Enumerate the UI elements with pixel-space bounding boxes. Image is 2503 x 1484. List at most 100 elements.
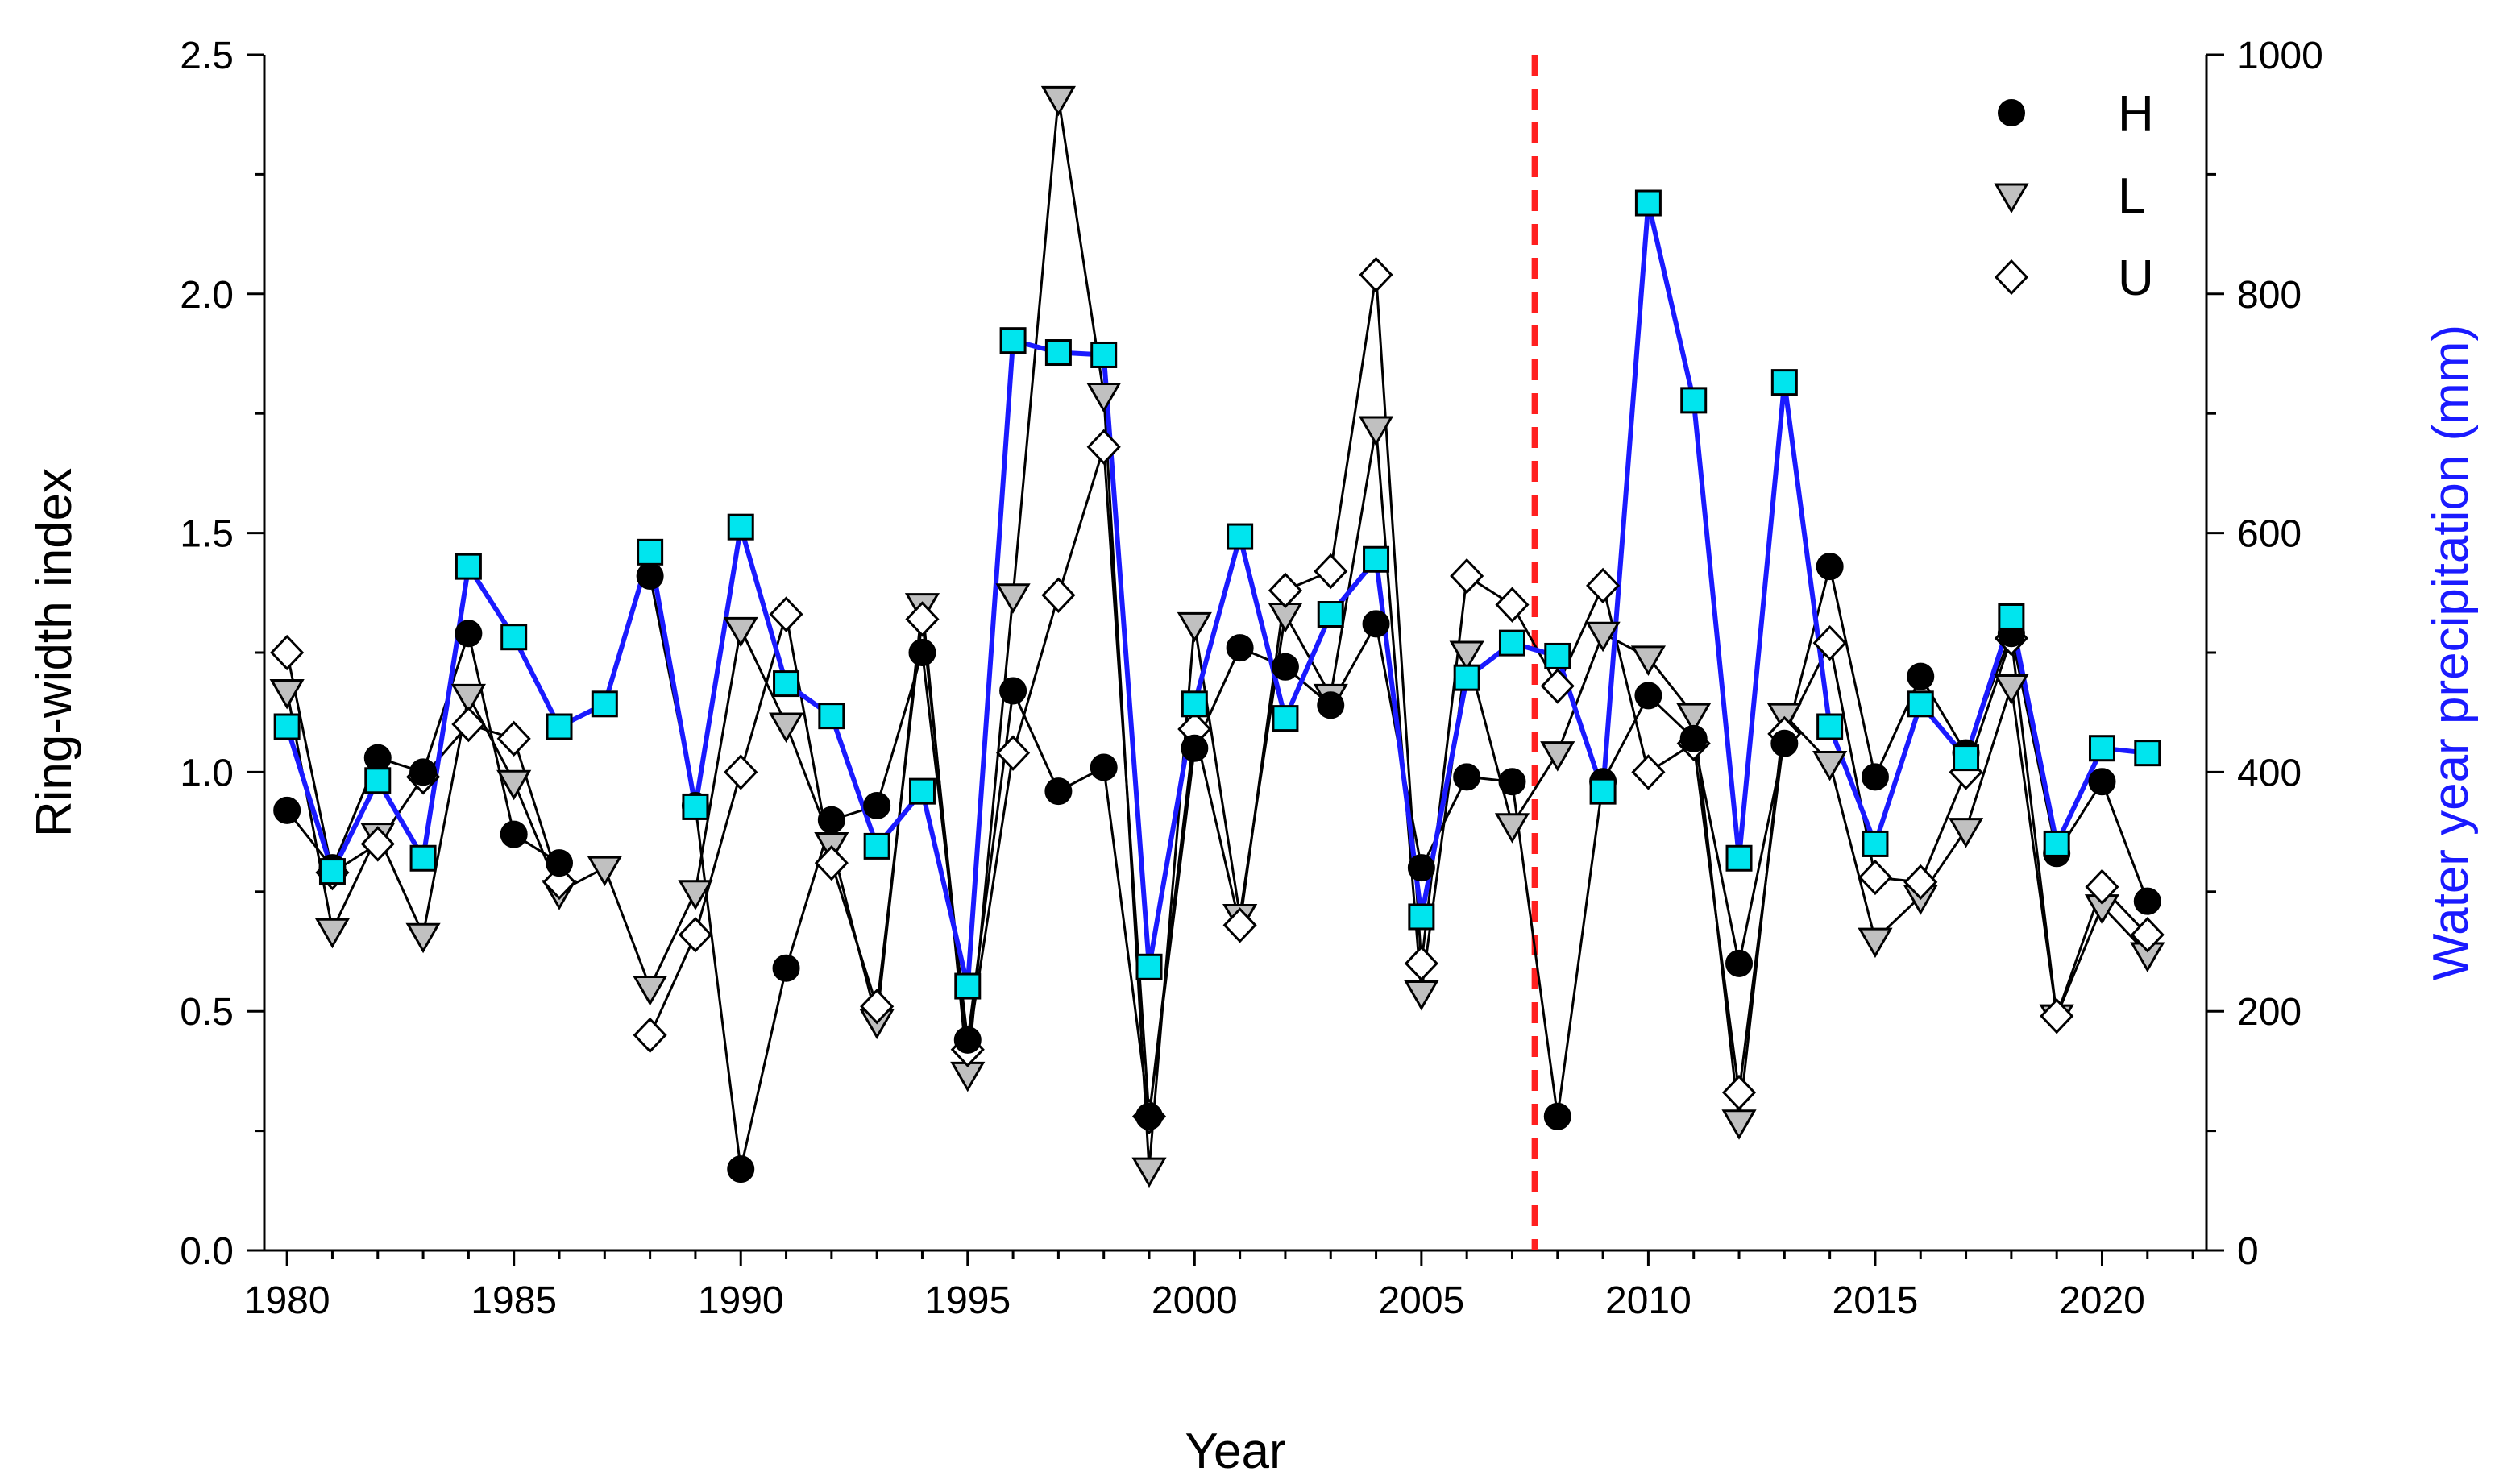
- point-precipitation: [591, 690, 618, 718]
- point-l: [1585, 621, 1621, 653]
- legend-label-h: H: [2118, 86, 2154, 142]
- point-precipitation: [364, 767, 392, 794]
- point-precipitation: [455, 553, 482, 580]
- point-u: [1450, 558, 1484, 595]
- point-h: [1907, 662, 1935, 690]
- point-precipitation: [1272, 705, 1299, 732]
- point-h: [1453, 763, 1481, 791]
- point-u: [1540, 668, 1575, 704]
- point-precipitation: [1317, 601, 1344, 628]
- point-h: [546, 849, 574, 877]
- point-precipitation: [773, 670, 800, 698]
- point-l: [1131, 1157, 1167, 1188]
- point-h: [2133, 887, 2161, 915]
- point-h: [363, 744, 392, 772]
- point-h: [1362, 610, 1390, 638]
- y-right-tick-label: 200: [2237, 991, 2302, 1034]
- point-u: [2085, 868, 2119, 906]
- point-precipitation: [500, 624, 528, 651]
- x-tick-label: 2015: [1833, 1279, 1919, 1322]
- y-left-tick-label: 0.0: [180, 1230, 234, 1273]
- point-precipitation: [1680, 387, 1708, 414]
- point-precipitation: [954, 972, 982, 1000]
- point-precipitation: [1408, 903, 1435, 931]
- point-l: [1040, 85, 1076, 117]
- point-u: [1086, 429, 1121, 465]
- point-l: [1630, 645, 1667, 676]
- point-precipitation: [1953, 744, 1980, 772]
- point-h: [1634, 682, 1662, 710]
- legend-marker-u: [1994, 259, 2029, 296]
- legend-label-u: U: [2118, 251, 2154, 306]
- point-l: [1177, 611, 1212, 643]
- legend: HLU: [1994, 86, 2154, 306]
- y-axis-right-title: Water year precipitation (mm): [2423, 325, 2479, 980]
- point-u: [1903, 864, 1938, 901]
- series-line-u: [649, 273, 2148, 1118]
- point-u: [1495, 587, 1530, 623]
- point-l: [587, 856, 622, 887]
- point-l: [1948, 818, 1984, 848]
- series-lines: [284, 96, 2149, 1171]
- point-precipitation: [2043, 830, 2070, 857]
- point-u: [814, 845, 849, 881]
- point-precipitation: [1770, 369, 1798, 396]
- point-l: [1494, 813, 1530, 844]
- point-u: [905, 601, 940, 637]
- point-l: [678, 880, 713, 910]
- legend-marker-l: [1994, 183, 2029, 214]
- point-l: [314, 918, 351, 949]
- point-u: [1268, 572, 1303, 609]
- x-tick-label: 1995: [924, 1279, 1011, 1322]
- point-l: [1540, 741, 1575, 772]
- point-h: [1181, 734, 1209, 762]
- y-axis-left-title: Ring-width index: [27, 468, 82, 837]
- point-l: [1858, 927, 1893, 959]
- point-precipitation: [1498, 629, 1525, 657]
- point-precipitation: [1135, 953, 1163, 980]
- point-h: [1725, 949, 1754, 977]
- point-precipitation: [409, 844, 437, 872]
- point-h: [273, 796, 301, 824]
- point-precipitation: [999, 327, 1027, 354]
- point-u: [860, 989, 895, 1025]
- point-l: [496, 769, 532, 801]
- point-u: [769, 596, 803, 632]
- point-l: [269, 678, 305, 710]
- point-precipitation: [1227, 523, 1254, 550]
- point-u: [1812, 624, 1847, 661]
- point-u: [996, 735, 1031, 771]
- point-h: [908, 639, 936, 666]
- point-h: [863, 791, 891, 819]
- x-tick-label: 2005: [1378, 1279, 1464, 1322]
- legend-marker-h: [1998, 99, 2025, 126]
- point-precipitation: [1725, 844, 1753, 872]
- point-precipitation: [727, 513, 754, 541]
- point-precipitation: [1090, 341, 1118, 368]
- y-left-tick-label: 1.5: [180, 513, 234, 556]
- point-precipitation: [818, 703, 845, 730]
- point-l: [1994, 674, 2029, 705]
- point-u: [1858, 859, 1893, 896]
- point-h: [2088, 768, 2116, 796]
- point-h: [1090, 753, 1118, 781]
- point-u: [1586, 567, 1621, 604]
- point-precipitation: [546, 713, 573, 740]
- point-l: [995, 583, 1031, 614]
- point-u: [1222, 907, 1257, 943]
- point-precipitation: [1816, 713, 1844, 740]
- point-h: [1407, 854, 1435, 882]
- point-h: [1498, 768, 1526, 796]
- y-left-tick-label: 1.0: [180, 752, 234, 794]
- x-tick-label: 2000: [1152, 1279, 1238, 1322]
- point-precipitation: [1044, 339, 1072, 367]
- y-right-tick-label: 400: [2237, 752, 2302, 794]
- y-left-tick-label: 2.5: [180, 35, 234, 77]
- point-u: [270, 634, 305, 671]
- point-h: [1271, 653, 1299, 681]
- legend-label-l: L: [2118, 168, 2145, 224]
- point-l: [405, 922, 441, 954]
- point-u: [1041, 577, 1076, 613]
- point-h: [727, 1155, 755, 1183]
